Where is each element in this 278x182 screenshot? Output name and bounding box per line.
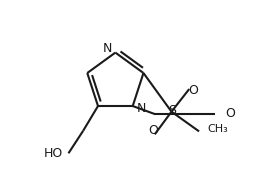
Text: N: N bbox=[137, 102, 146, 116]
Text: O: O bbox=[225, 107, 235, 120]
Text: N: N bbox=[103, 42, 112, 55]
Text: S: S bbox=[168, 104, 177, 117]
Text: HO: HO bbox=[43, 147, 63, 160]
Text: CH₃: CH₃ bbox=[207, 124, 228, 134]
Text: O: O bbox=[188, 84, 198, 98]
Text: O: O bbox=[148, 124, 158, 137]
